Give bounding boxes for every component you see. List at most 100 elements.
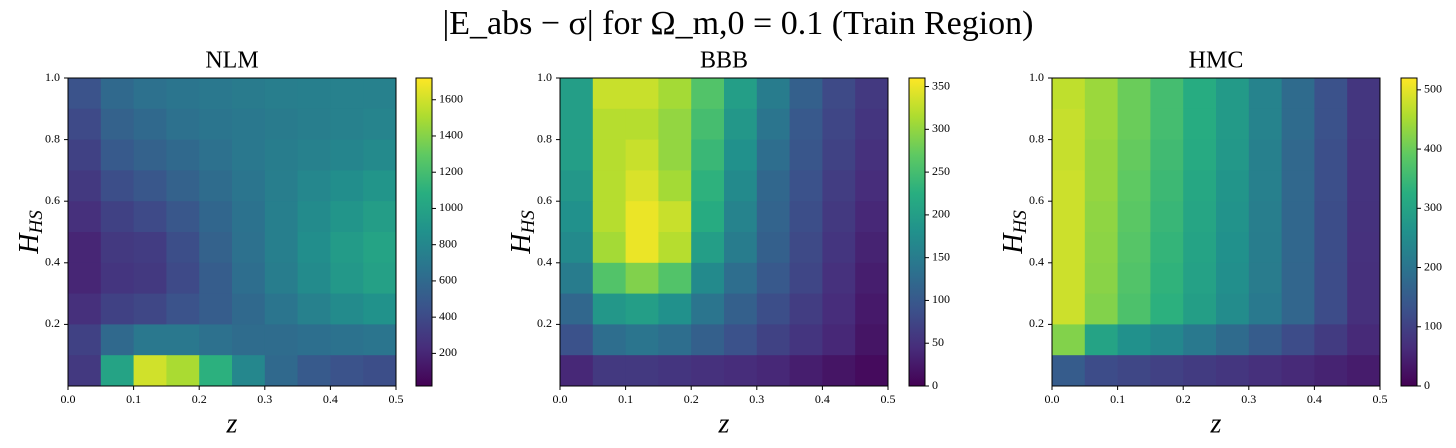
heatmap-cell (1117, 262, 1151, 295)
heatmap-cell (560, 232, 594, 264)
heatmap-cell (789, 324, 823, 356)
heatmap-cell (1216, 108, 1250, 141)
heatmap-cell (822, 293, 856, 325)
y-tick-label: 1.0 (1029, 70, 1044, 84)
heatmap-cell (232, 232, 266, 264)
heatmap-cell (724, 201, 758, 233)
y-tick-label: 0.2 (537, 316, 552, 330)
heatmap-cell (133, 170, 167, 202)
heatmap-cell (1248, 293, 1283, 325)
heatmap-cell (625, 355, 659, 386)
heatmap-cell (264, 139, 299, 171)
heatmap-cell (199, 324, 233, 356)
heatmap-cell (592, 78, 627, 110)
heatmap-cell (756, 170, 791, 202)
heatmap-cell (1150, 201, 1184, 233)
x-tick-label: 0.5 (881, 392, 896, 406)
heatmap-cell (1314, 232, 1348, 264)
heatmap-cell (658, 78, 692, 110)
colorbar-tick-label: 100 (1424, 319, 1442, 333)
heatmap-cell (625, 293, 659, 325)
heatmap-cell (133, 324, 167, 356)
heatmap-cell (1314, 201, 1348, 233)
heatmap-cell (199, 232, 233, 264)
heatmap-cell (1216, 262, 1250, 295)
heatmap-cell (133, 232, 167, 264)
colorbar-tick-label: 200 (439, 345, 457, 359)
y-axis-label-main: H (506, 232, 537, 255)
heatmap-cell (133, 108, 167, 141)
heatmap-cell (691, 324, 725, 356)
heatmap-cell (855, 293, 888, 325)
heatmap-cell (199, 262, 233, 295)
heatmap-cell (330, 232, 364, 264)
heatmap-cell (363, 78, 396, 110)
heatmap-cell (68, 201, 102, 233)
heatmap-cell (1314, 293, 1348, 325)
heatmap-cell (724, 324, 758, 356)
heatmap-cell (199, 108, 233, 141)
heatmap (560, 78, 888, 386)
colorbar (1400, 77, 1418, 387)
heatmap-cell (1117, 108, 1151, 141)
heatmap-cell (1314, 170, 1348, 202)
heatmap-cell (789, 78, 823, 110)
heatmap-cell (1248, 324, 1283, 356)
heatmap-cell (264, 170, 299, 202)
heatmap-cell (560, 293, 594, 325)
heatmap-cell (1084, 293, 1119, 325)
heatmap-cell (1216, 170, 1250, 202)
y-axis-label: HHS (998, 210, 1031, 255)
heatmap-cell (789, 355, 823, 386)
heatmap-cell (1150, 293, 1184, 325)
heatmap-cell (166, 232, 200, 264)
heatmap-cell (592, 324, 627, 356)
heatmap-cell (1117, 201, 1151, 233)
colorbar-tick-label: 100 (932, 292, 950, 306)
colorbar (908, 77, 926, 387)
heatmap-cell (1281, 78, 1315, 110)
heatmap-cell (1150, 232, 1184, 264)
heatmap-cell (330, 324, 364, 356)
heatmap-cell (1183, 170, 1217, 202)
heatmap-cell (789, 201, 823, 233)
heatmap-cell (297, 108, 331, 141)
heatmap-cell (1347, 262, 1380, 295)
y-tick-label: 0.4 (1029, 255, 1044, 269)
heatmap-cell (1281, 324, 1315, 356)
heatmap-cell (100, 78, 135, 110)
heatmap-cell (1150, 78, 1184, 110)
heatmap-cell (1347, 324, 1380, 356)
heatmap-cell (1314, 139, 1348, 171)
heatmap-cell (1281, 139, 1315, 171)
heatmap-cell (625, 201, 659, 233)
heatmap-cell (1084, 355, 1119, 386)
heatmap-cell (297, 355, 331, 386)
heatmap-cell (855, 232, 888, 264)
x-tick-label: 0.0 (61, 392, 76, 406)
y-tick-label: 1.0 (45, 70, 60, 84)
heatmap-cell (1052, 108, 1086, 141)
heatmap-cell (625, 262, 659, 295)
panel-title: NLM (205, 48, 258, 74)
heatmap-cell (822, 324, 856, 356)
heatmap-cell (330, 108, 364, 141)
heatmap-cell (1052, 201, 1086, 233)
colorbar-tick-label: 300 (932, 121, 950, 135)
heatmap-cell (100, 139, 135, 171)
x-tick-label: 0.2 (1176, 392, 1191, 406)
x-tick-label: 0.1 (618, 392, 633, 406)
heatmap-cell (1084, 139, 1119, 171)
colorbar-tick-label: 400 (439, 309, 457, 323)
heatmap (68, 78, 396, 386)
heatmap-cell (68, 232, 102, 264)
figure-title: |E_abs − σ| for Ω_m,0 = 0.1 (Train Regio… (442, 5, 1033, 42)
heatmap-cell (232, 262, 266, 295)
heatmap-cell (264, 78, 299, 110)
heatmap-cell (756, 262, 791, 295)
heatmap-cell (855, 262, 888, 295)
heatmap-cell (166, 293, 200, 325)
heatmap-cell (232, 78, 266, 110)
colorbar-tick-label: 1200 (439, 164, 463, 178)
